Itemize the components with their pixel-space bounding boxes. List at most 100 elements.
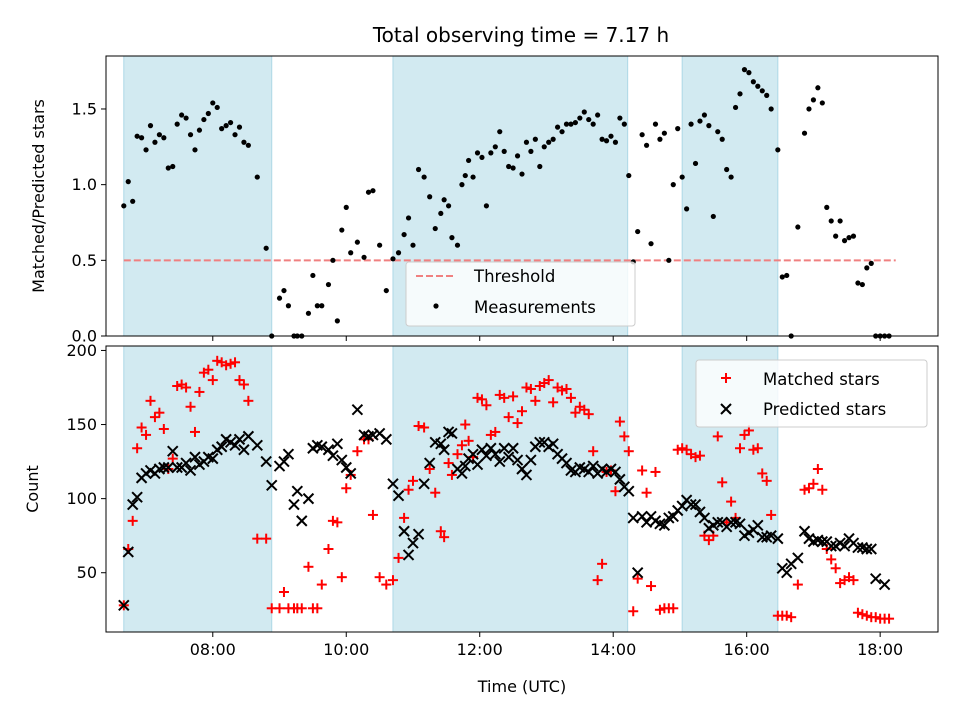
matched-star-point [238, 379, 249, 390]
measurement-point [497, 129, 503, 135]
ratio-x-axis [212, 336, 881, 341]
predicted-star-point [494, 455, 506, 468]
matched-star-point [316, 579, 327, 590]
predicted-star-point [516, 463, 528, 475]
measurement-point [679, 174, 685, 180]
predicted-star-point [291, 485, 304, 497]
measurement-point [568, 121, 574, 127]
measurement-point [559, 129, 565, 135]
y-tick-label: 0.0 [72, 327, 97, 346]
measurement-point [354, 239, 360, 245]
matched-star-point [194, 386, 205, 397]
measurement-point [488, 150, 494, 156]
measurement-point [519, 171, 525, 177]
predicted-star-point [485, 442, 497, 454]
ratio-legend-box [405, 261, 636, 327]
observing-band [123, 345, 273, 633]
measurement-point [170, 163, 176, 170]
measurement-point [214, 104, 220, 111]
matched-star-point [614, 416, 625, 427]
matched-star-point [870, 612, 881, 623]
predicted-star-point [614, 473, 626, 486]
measurement-point [285, 303, 292, 309]
measurement-point [599, 136, 605, 142]
measurement-point [652, 121, 659, 127]
measurement-point [537, 163, 543, 170]
measurement-point [241, 139, 247, 145]
measurement-point [432, 225, 438, 232]
measurement-point [639, 132, 645, 138]
predicted-star-point [627, 512, 639, 524]
matched-star-point [207, 375, 218, 386]
measurement-point [483, 203, 490, 209]
matched-star-point [781, 610, 792, 621]
measurement-point [361, 254, 367, 260]
measurement-point [541, 144, 547, 150]
ratio-legend: Threshold Measurements [405, 261, 636, 327]
measurement-point [554, 124, 561, 130]
predicted-star-point [525, 454, 537, 466]
measurement-point [147, 123, 154, 129]
predicted-star-point [792, 552, 804, 564]
predicted-star-point [207, 452, 219, 465]
measurement-point [405, 215, 412, 221]
predicted-star-point [498, 442, 510, 454]
measurement-point [586, 116, 592, 123]
matched-star-point [393, 552, 404, 563]
measurement-point [828, 218, 834, 224]
measurement-point [621, 121, 627, 127]
measurement-point [528, 148, 534, 154]
measurement-point [841, 238, 848, 244]
measurement-point [454, 242, 461, 248]
predicted-star-point [162, 461, 174, 474]
predicted-star-point [865, 543, 877, 555]
threshold-legend-label: Threshold [473, 267, 555, 286]
predicted-star-point [158, 461, 170, 474]
matched-star-point [628, 606, 639, 617]
count-plot: 50 100 150 200 08:00 10:00 12:00 14:00 16:00 18:… [23, 341, 939, 696]
measurement-point [501, 148, 507, 154]
matched-star-point [435, 526, 446, 537]
matched-star-point [748, 444, 759, 455]
matched-star-point [826, 554, 837, 565]
matched-star-point [712, 431, 723, 442]
measurement-point [310, 272, 316, 279]
measurement-point [581, 109, 587, 115]
predicted-star-point [322, 444, 335, 456]
matched-star-point [452, 449, 463, 460]
predicted-star-point [423, 457, 436, 469]
predicted-star-point [367, 429, 379, 441]
matched-star-point [677, 443, 688, 454]
measurement-point [824, 204, 830, 210]
matched-star-point [641, 487, 652, 498]
measurement-point [377, 242, 383, 248]
matched-star-point [413, 421, 424, 432]
measurement-point [348, 250, 354, 256]
measurement-point [438, 210, 444, 217]
measurement-point [219, 126, 225, 132]
predicted-star-point [547, 438, 559, 450]
predicted-star-point [734, 518, 746, 530]
matched-star-point [884, 613, 895, 624]
chart-title: Total observing time = 7.17 h [372, 23, 669, 47]
matched-star-point [303, 561, 314, 572]
matched-star-point [141, 429, 152, 440]
measurement-point [390, 256, 396, 262]
matched-star-point [703, 535, 714, 546]
matched-star-point [476, 394, 487, 405]
measurement-point [868, 260, 874, 266]
y-tick-label: 100 [66, 489, 97, 508]
predicted-star-point [402, 549, 415, 561]
predicted-star-point [658, 519, 671, 532]
matched-star-point [672, 444, 683, 455]
measurement-point [532, 136, 538, 142]
measurement-point [410, 242, 416, 248]
measurement-point [706, 123, 712, 129]
measurement-point [864, 265, 870, 271]
predicted-star-point [507, 442, 519, 454]
matched-star-point [517, 406, 527, 417]
measurement-point [801, 130, 808, 136]
predicted-star-point [412, 528, 425, 540]
matched-star-point [352, 446, 363, 457]
